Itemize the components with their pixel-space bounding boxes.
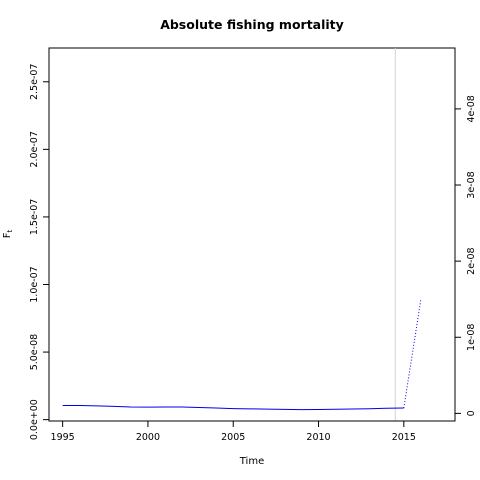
y-axis-label: Ft [2, 229, 14, 238]
x-tick-label: 2000 [136, 432, 160, 443]
series-line-historic [62, 404, 404, 411]
y-left-tick-label: 2.5e-07 [29, 64, 40, 100]
x-tick-label: 2005 [221, 432, 245, 443]
svg-text:Ft: Ft [2, 229, 14, 238]
y-axis-label-sub: t [6, 229, 14, 232]
y-left-tick-label: 0.0e+00 [29, 399, 40, 440]
y-axis-label-main: F [2, 232, 13, 238]
x-axis: 1995 2000 2005 2010 2015 [51, 420, 416, 443]
y-right-tick-label: 2e-08 [466, 247, 477, 274]
x-tick-label: 2015 [392, 432, 416, 443]
y-left-tick-label: 1.5e-07 [29, 199, 40, 235]
chart-title: Absolute fishing mortality [160, 17, 344, 32]
series-layer [62, 299, 422, 411]
x-tick-label: 2010 [306, 432, 330, 443]
plot-area [48, 47, 456, 422]
y-right-tick-label: 1e-08 [466, 324, 477, 351]
y-axis-left: 0.0e+00 5.0e-08 1.0e-07 1.5e-07 2.0e-07 2.5e-… [29, 64, 49, 440]
series-line-forecast [403, 299, 422, 409]
y-right-tick-label: 3e-08 [466, 171, 477, 198]
y-left-tick-label: 5.0e-08 [29, 334, 40, 370]
y-left-tick-label: 1.0e-07 [29, 266, 40, 302]
y-right-tick-label: 4e-08 [466, 95, 477, 122]
plot-frame [48, 47, 456, 422]
x-axis-label: Time [239, 456, 264, 467]
y-axis-right: 0 1e-08 2e-08 3e-08 4e-08 [455, 95, 477, 416]
x-tick-label: 1995 [51, 432, 75, 443]
y-left-tick-label: 2.0e-07 [29, 131, 40, 167]
y-right-tick-label: 0 [466, 410, 477, 416]
